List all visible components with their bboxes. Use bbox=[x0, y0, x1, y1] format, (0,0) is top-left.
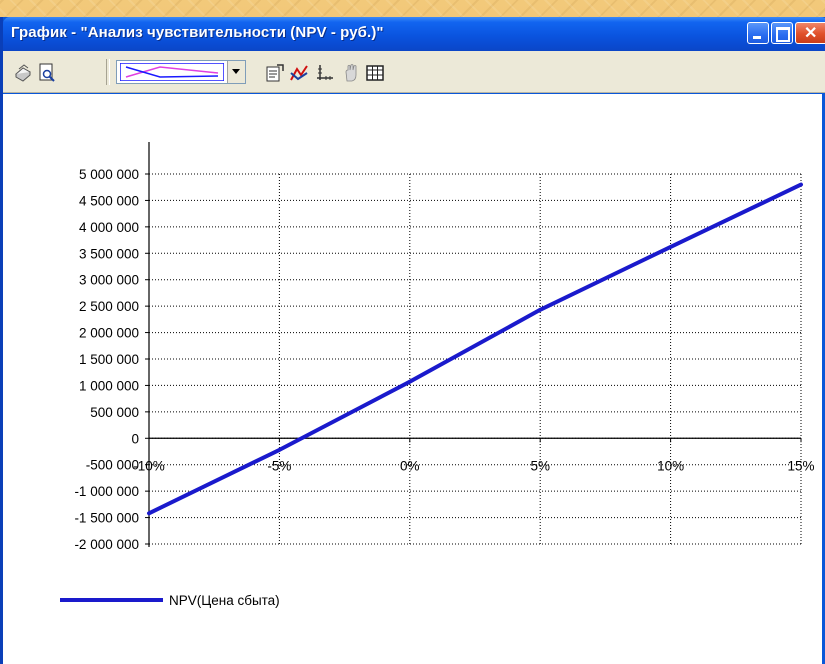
y-tick-label: 3 500 000 bbox=[79, 246, 139, 261]
hand-icon[interactable] bbox=[341, 63, 361, 83]
x-tick-label: 0% bbox=[400, 458, 420, 473]
y-tick-label: 500 000 bbox=[90, 405, 139, 420]
series-preview-icon bbox=[120, 63, 224, 81]
chart-type-select[interactable] bbox=[116, 60, 246, 84]
minimize-button[interactable] bbox=[747, 22, 769, 44]
y-tick-label: -1 500 000 bbox=[74, 511, 139, 526]
toolbar-separator bbox=[106, 59, 110, 85]
x-tick-label: 10% bbox=[657, 458, 684, 473]
y-tick-label: 4 500 000 bbox=[79, 193, 139, 208]
y-tick-labels: 5 000 000 4 500 000 4 000 000 3 500 000 3 00… bbox=[74, 167, 139, 552]
y-tick-label: 1 000 000 bbox=[79, 378, 139, 393]
chevron-down-icon[interactable] bbox=[227, 61, 245, 83]
y-tick-label: 2 000 000 bbox=[79, 326, 139, 341]
maximize-button[interactable] bbox=[771, 22, 793, 44]
y-tick-label: 1 500 000 bbox=[79, 352, 139, 367]
legend-label: NPV(Цена сбыта) bbox=[169, 593, 280, 608]
x-tick-labels: -10% -5% 0% 5% 10% 15% bbox=[133, 458, 814, 473]
y-tick-label: -1 000 000 bbox=[74, 484, 139, 499]
table-icon[interactable] bbox=[365, 63, 385, 83]
chart-window: График - "Анализ чувствительности (NPV -… bbox=[0, 17, 825, 664]
chart-area: 5 000 000 4 500 000 4 000 000 3 500 000 3 00… bbox=[3, 94, 822, 664]
toolbar bbox=[3, 51, 825, 93]
legend: NPV(Цена сбыта) bbox=[60, 593, 280, 608]
line-chart-icon[interactable] bbox=[289, 63, 309, 83]
x-tick-label: 15% bbox=[787, 458, 814, 473]
close-button[interactable] bbox=[795, 22, 825, 44]
properties-icon[interactable] bbox=[265, 63, 285, 83]
title-bar[interactable]: График - "Анализ чувствительности (NPV -… bbox=[3, 17, 825, 51]
print-icon[interactable] bbox=[13, 63, 33, 83]
y-tick-label: 3 000 000 bbox=[79, 273, 139, 288]
series-line bbox=[147, 182, 803, 516]
line-chart: 5 000 000 4 500 000 4 000 000 3 500 000 3 00… bbox=[60, 142, 815, 608]
axes bbox=[145, 142, 802, 547]
window-title: График - "Анализ чувствительности (NPV -… bbox=[11, 24, 384, 41]
y-tick-label: 4 000 000 bbox=[79, 220, 139, 235]
y-tick-label: 2 500 000 bbox=[79, 299, 139, 314]
print-preview-icon[interactable] bbox=[37, 63, 57, 83]
x-tick-label: -10% bbox=[133, 458, 165, 473]
y-tick-label: -2 000 000 bbox=[74, 537, 139, 552]
x-tick-label: -5% bbox=[267, 458, 291, 473]
y-tick-label: 0 bbox=[131, 431, 139, 446]
y-tick-label: 5 000 000 bbox=[79, 167, 139, 182]
y-tick-label: -500 000 bbox=[86, 458, 139, 473]
axes-icon[interactable] bbox=[315, 63, 335, 83]
series-lines bbox=[147, 182, 803, 516]
x-tick-label: 5% bbox=[530, 458, 550, 473]
